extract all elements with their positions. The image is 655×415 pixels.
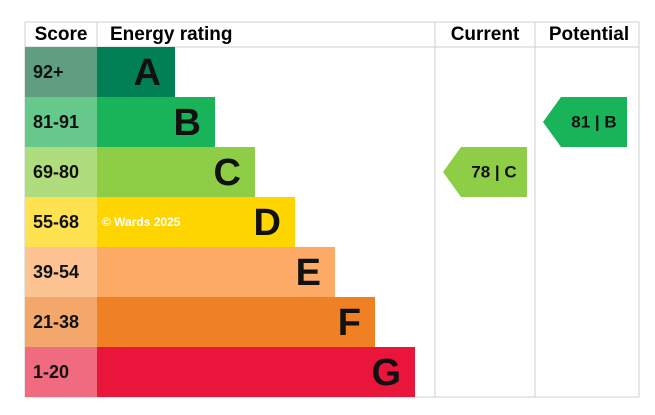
rating-bar bbox=[97, 297, 375, 347]
score-cell bbox=[25, 247, 97, 297]
score-label: 39-54 bbox=[33, 262, 79, 282]
watermark: © Wards 2025 bbox=[102, 215, 181, 229]
potential-label: 81 | B bbox=[571, 112, 616, 131]
score-label: 21-38 bbox=[33, 312, 79, 332]
score-label: 69-80 bbox=[33, 162, 79, 182]
rating-letter: E bbox=[296, 252, 321, 294]
score-cell bbox=[25, 97, 97, 147]
header-rating: Energy rating bbox=[110, 24, 232, 45]
rating-bar bbox=[97, 147, 255, 197]
score-cell bbox=[25, 47, 97, 97]
rating-bar bbox=[97, 97, 215, 147]
score-cell bbox=[25, 347, 97, 397]
rating-bar bbox=[97, 247, 335, 297]
score-cell bbox=[25, 297, 97, 347]
rating-letter: A bbox=[134, 52, 161, 94]
score-label: 81-91 bbox=[33, 112, 79, 132]
current-label: 78 | C bbox=[471, 162, 516, 181]
score-cell bbox=[25, 147, 97, 197]
rating-bar bbox=[97, 347, 415, 397]
score-cell bbox=[25, 197, 97, 247]
rating-letter: D bbox=[254, 202, 281, 244]
header-score: Score bbox=[35, 24, 88, 45]
score-label: 92+ bbox=[33, 62, 64, 82]
score-label: 1-20 bbox=[33, 362, 69, 382]
rating-letter: B bbox=[174, 102, 201, 144]
header-current: Current bbox=[451, 24, 520, 45]
current-arrow bbox=[443, 147, 527, 197]
rating-bar bbox=[97, 197, 295, 247]
score-label: 55-68 bbox=[33, 212, 79, 232]
rating-letter: F bbox=[338, 302, 361, 344]
header-potential: Potential bbox=[549, 24, 629, 45]
rating-letter: C bbox=[214, 152, 241, 194]
rating-letter: G bbox=[371, 352, 401, 394]
potential-arrow bbox=[543, 97, 627, 147]
rating-bar bbox=[97, 47, 175, 97]
